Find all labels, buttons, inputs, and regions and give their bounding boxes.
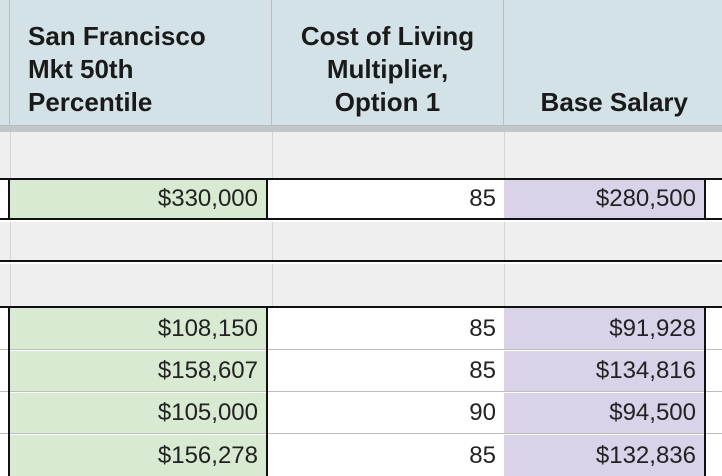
base-salary-value: $94,500 (609, 399, 696, 426)
row-cell-prev[interactable] (0, 393, 10, 433)
multiplier-value: 85 (469, 185, 496, 212)
header-cell-prev[interactable] (0, 0, 10, 125)
base-salary-value: $280,500 (595, 185, 696, 212)
cell-border (704, 180, 706, 218)
empty-row (0, 132, 722, 178)
row-cell-next[interactable] (706, 308, 722, 349)
header-cell-market[interactable]: San Francisco Mkt 50th Percentile (10, 0, 272, 125)
market-value: $330,000 (157, 185, 258, 212)
cell-border (704, 308, 706, 476)
row-cell-next[interactable] (706, 180, 722, 218)
base-salary-cell[interactable]: $280,500 (504, 180, 704, 218)
header-base-label: Base Salary (540, 87, 688, 117)
cell-border (8, 308, 10, 476)
header-multiplier-label: Cost of Living Multiplier, Option 1 (300, 21, 475, 117)
grid-line (504, 264, 505, 306)
multiplier-cell[interactable]: 85 (268, 180, 504, 218)
base-salary-cell[interactable]: $134,816 (504, 351, 704, 391)
table-row: $105,000 90 $94,500 (0, 393, 722, 434)
multiplier-value: 85 (469, 441, 496, 469)
empty-row (0, 264, 722, 306)
cell-border (266, 180, 268, 218)
grid-line (504, 222, 505, 260)
cell-border (266, 308, 268, 476)
cell-border (8, 180, 10, 218)
grid-line (10, 222, 11, 260)
row-cell-next[interactable] (706, 351, 722, 391)
empty-row (0, 222, 722, 262)
market-value: $156,278 (157, 441, 258, 469)
data-block: $108,150 85 $91,928 $158,607 85 $134,816 (0, 306, 722, 476)
row-cell-next[interactable] (706, 435, 722, 476)
header-cell-base[interactable]: Base Salary (504, 0, 722, 125)
table-row: $156,278 85 $132,836 (0, 435, 722, 476)
frozen-header-divider[interactable] (0, 126, 722, 132)
row-cell-prev[interactable] (0, 308, 10, 349)
multiplier-cell[interactable]: 90 (268, 393, 504, 433)
table-row: $108,150 85 $91,928 (0, 308, 722, 350)
market-cell[interactable]: $330,000 (10, 180, 266, 218)
base-salary-cell[interactable]: $94,500 (504, 393, 704, 433)
grid-line (10, 132, 11, 178)
row-cell-prev[interactable] (0, 435, 10, 476)
base-salary-value: $91,928 (609, 314, 696, 342)
market-cell[interactable]: $108,150 (10, 308, 266, 349)
multiplier-cell[interactable]: 85 (268, 308, 504, 349)
header-cell-multiplier[interactable]: Cost of Living Multiplier, Option 1 (272, 0, 504, 125)
table-row: $158,607 85 $134,816 (0, 351, 722, 392)
multiplier-value: 85 (469, 357, 496, 384)
header-market-label: San Francisco Mkt 50th Percentile (28, 21, 206, 117)
row-cell-prev[interactable] (0, 351, 10, 391)
market-cell[interactable]: $156,278 (10, 435, 266, 476)
grid-line (10, 264, 11, 306)
base-salary-cell[interactable]: $91,928 (504, 308, 704, 349)
row-cell-prev[interactable] (0, 180, 10, 218)
market-value: $105,000 (157, 399, 258, 426)
market-cell[interactable]: $105,000 (10, 393, 266, 433)
row-cell-next[interactable] (706, 393, 722, 433)
grid-line (272, 222, 273, 260)
multiplier-cell[interactable]: 85 (268, 351, 504, 391)
multiplier-cell[interactable]: 85 (268, 435, 504, 476)
grid-line (504, 132, 505, 178)
grid-line (272, 264, 273, 306)
table-row: $330,000 85 $280,500 (0, 178, 722, 220)
market-value: $108,150 (157, 314, 258, 342)
grid-line (272, 132, 273, 178)
base-salary-value: $132,836 (595, 441, 696, 469)
multiplier-value: 90 (469, 399, 496, 426)
market-cell[interactable]: $158,607 (10, 351, 266, 391)
base-salary-cell[interactable]: $132,836 (504, 435, 704, 476)
market-value: $158,607 (157, 357, 258, 384)
multiplier-value: 85 (469, 314, 496, 342)
base-salary-value: $134,816 (595, 357, 696, 384)
header-row: San Francisco Mkt 50th Percentile Cost o… (0, 0, 722, 126)
